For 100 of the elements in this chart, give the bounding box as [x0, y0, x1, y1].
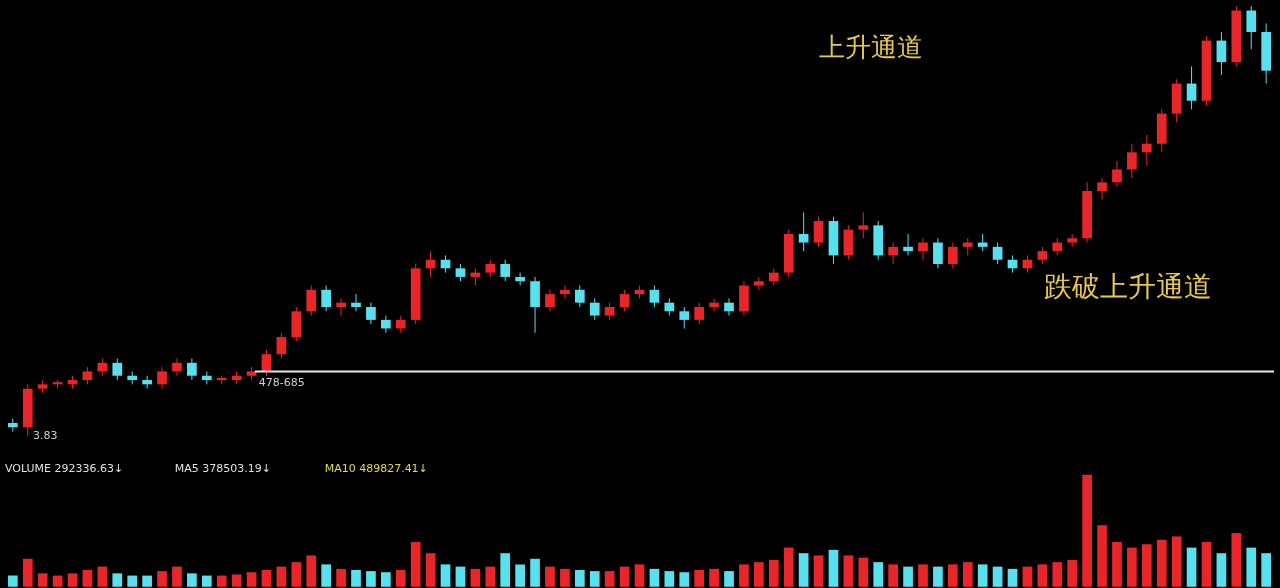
bar	[992, 566, 1003, 587]
candlestick	[366, 302, 376, 325]
bar	[440, 564, 451, 587]
bar	[783, 547, 794, 587]
bar	[37, 573, 48, 587]
bar	[261, 569, 272, 587]
bar	[395, 569, 406, 587]
bar	[768, 559, 779, 587]
bar	[694, 569, 705, 587]
bar	[172, 566, 182, 587]
candlestick	[798, 211, 809, 252]
bar	[246, 572, 257, 587]
bar	[828, 549, 839, 587]
annotation: 跌破上升通道	[1044, 270, 1213, 303]
bar	[157, 571, 167, 587]
annotation: 478-685	[258, 375, 305, 389]
bar	[1007, 568, 1018, 587]
candlestick	[112, 358, 123, 381]
candlestick	[574, 285, 585, 308]
bar	[1037, 564, 1048, 587]
candlestick	[918, 237, 928, 261]
bar	[560, 568, 570, 587]
bar	[619, 566, 630, 587]
candlestick	[1097, 177, 1107, 201]
bar	[515, 564, 525, 587]
bar	[903, 566, 913, 587]
bar	[1127, 547, 1137, 587]
bar	[485, 566, 496, 587]
bar	[1082, 474, 1092, 587]
bar	[1171, 536, 1182, 587]
candlestick	[545, 289, 555, 312]
candlestick	[694, 302, 705, 325]
bar	[291, 562, 302, 587]
candlestick	[157, 366, 167, 390]
bar	[216, 575, 227, 587]
bar	[574, 569, 585, 587]
bar	[1261, 553, 1272, 587]
candlestick	[351, 293, 361, 312]
bar	[7, 575, 18, 587]
bar	[813, 555, 824, 587]
candlestick	[992, 242, 1003, 265]
bar	[425, 553, 436, 587]
candlestick	[709, 297, 719, 312]
candlestick	[903, 233, 913, 256]
bar	[1246, 547, 1257, 587]
candlestick	[560, 285, 570, 299]
candlestick	[142, 375, 152, 390]
bar	[664, 571, 675, 587]
bar	[739, 564, 749, 587]
candlestick	[306, 285, 317, 317]
candlestick	[1141, 134, 1152, 166]
bar	[709, 568, 719, 587]
bar	[1067, 559, 1078, 587]
bar	[410, 542, 421, 587]
bar	[724, 571, 734, 587]
candlestick	[500, 259, 511, 282]
bar	[306, 555, 317, 587]
candlestick	[1246, 5, 1257, 50]
bar	[634, 564, 645, 587]
candlestick	[321, 285, 332, 312]
bar	[1186, 547, 1197, 587]
bar	[962, 562, 973, 587]
bar	[589, 571, 600, 587]
bar	[231, 574, 242, 587]
bar	[947, 564, 958, 587]
bar	[455, 566, 466, 587]
bar	[500, 553, 511, 587]
bar	[1052, 562, 1063, 587]
candlestick	[724, 297, 734, 317]
bar	[1112, 542, 1122, 587]
candlestick	[1127, 143, 1137, 179]
candlestick	[933, 237, 943, 269]
bar	[67, 573, 78, 587]
bar	[470, 568, 481, 587]
bar	[187, 573, 197, 587]
bar	[858, 557, 869, 587]
bar	[977, 564, 988, 587]
bar	[276, 566, 287, 587]
bar	[843, 555, 854, 587]
bar	[679, 572, 690, 587]
candlestick	[1112, 160, 1122, 188]
bar	[918, 564, 928, 587]
bar	[201, 575, 212, 587]
candlestick	[276, 332, 287, 360]
bar	[1097, 525, 1107, 587]
candlestick	[589, 297, 600, 321]
bar	[52, 575, 63, 587]
bar	[754, 562, 764, 587]
bar	[127, 575, 138, 587]
candlestick	[813, 216, 824, 248]
bar	[82, 569, 93, 587]
candlestick	[858, 211, 869, 239]
candlestick	[947, 242, 958, 269]
bar	[351, 569, 361, 587]
candlestick	[336, 297, 346, 317]
bar	[22, 558, 33, 587]
bar	[545, 566, 555, 587]
annotation: 上升通道	[819, 32, 924, 63]
bar	[336, 568, 346, 587]
bar	[873, 562, 884, 587]
